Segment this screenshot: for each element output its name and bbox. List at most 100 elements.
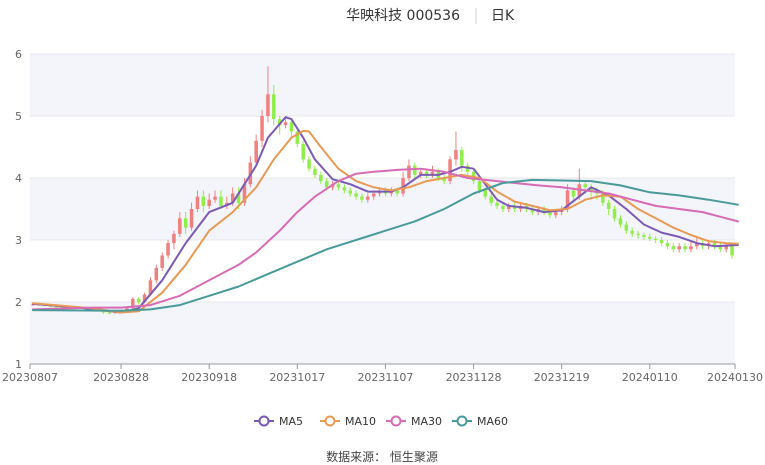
candle-body [430,171,435,175]
candle-body [548,212,552,216]
x-axis: 20230807 20230828 20230918 20231017 20231107… [2,363,763,384]
candle-body [125,308,129,311]
candle-body [712,243,717,247]
candle-body [242,184,247,203]
candle-body [448,159,452,182]
candle-body [60,306,65,308]
candle-body [454,150,458,160]
x-tick-label: 20230918 [181,371,237,384]
candle-body [183,218,188,228]
candle-body [166,243,170,256]
candle-body [554,212,558,216]
candle-body [724,246,728,250]
period-label: 日K [491,8,515,24]
legend-marker-ma60 [456,415,468,427]
candle-body [413,165,417,175]
candle-body [277,119,282,126]
candle-body [683,246,687,250]
candle-body [336,184,341,188]
candle-body [648,236,652,239]
y-tick-label: 4 [15,172,22,185]
y-axis: 1 2 3 4 5 6 [15,48,22,371]
plot-band [30,54,735,116]
candle-body [31,304,35,306]
legend-marker-ma30 [390,415,402,427]
candle-body [283,122,288,126]
candle-body [630,230,634,234]
candle-body [495,202,499,206]
legend-marker-ma10 [324,415,336,427]
candle-body [583,184,587,188]
candle-body [530,209,535,213]
candle-body [160,255,164,268]
candle-body [260,116,264,141]
candle-body [236,193,241,203]
candle-body [618,218,623,225]
ma-line-ma10 [31,129,739,314]
x-tick-label: 20230807 [2,371,58,384]
legend-label-ma5: MA5 [279,415,303,428]
candle-body [172,233,176,244]
candle-body [272,94,276,120]
candle-body [730,246,734,256]
y-tick-label: 5 [15,110,22,123]
legend-label-ma10: MA10 [345,415,376,428]
candle-body [342,187,347,191]
candle-body [565,190,570,209]
candle-body [407,165,411,178]
candle-body [354,193,358,197]
candle-body [671,246,676,250]
legend-label-ma30: MA30 [411,415,442,428]
x-tick-label: 20231017 [269,371,325,384]
candle-body [501,205,505,209]
candle-body [207,199,211,206]
candle-body [360,196,364,200]
candle-body [366,196,370,200]
candle-body [571,190,576,197]
candle-body [418,171,423,175]
candle-body [54,306,59,308]
candle-body [677,246,681,250]
candle-body [542,209,546,213]
candle-body [601,193,605,203]
candle-body [371,193,376,197]
candle-body [201,196,206,206]
y-tick-label: 3 [15,234,22,247]
candle-body [319,174,323,182]
legend-label-ma60: MA60 [477,415,508,428]
candle-body [348,190,352,194]
candle-body [289,122,294,132]
candle-body [442,178,446,182]
candle-body [131,298,135,309]
candle-body [142,294,147,302]
legend: MA5 MA10 MA30 MA60 [254,415,508,428]
candle-body [301,143,305,160]
candle-body [195,196,200,209]
candle-body [213,196,217,200]
candle-body [612,209,617,219]
candle-body [653,238,658,240]
candle-body [101,311,106,313]
x-tick-label: 20231128 [446,371,502,384]
candle-body [154,267,159,281]
candle-body [107,312,112,314]
candle-body [606,202,611,209]
candle-body [489,196,493,203]
ma-line-ma5 [31,116,739,314]
y-tick-label: 1 [15,358,22,371]
candle-body [401,178,405,194]
candle-body [254,140,258,163]
candle-body [689,246,693,250]
candle-body [659,240,664,244]
candle-body [483,190,488,197]
ma-line-ma60 [31,178,739,312]
candle-body [460,150,464,166]
plot-band [30,302,735,364]
chart-header: 华映科技 000536 日K [346,8,515,24]
candle-body [636,233,640,236]
candle-body [313,168,317,175]
candle-body [230,193,235,203]
candle-body [324,181,329,188]
candle-body [395,190,399,194]
